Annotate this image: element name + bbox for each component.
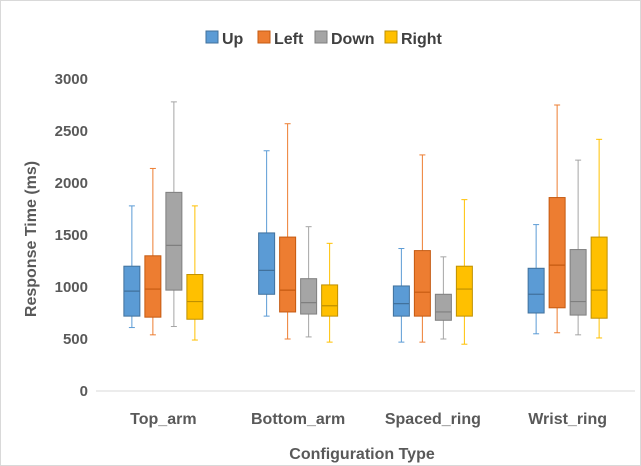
legend-swatch bbox=[384, 30, 398, 44]
x-axis: Top_arm Bottom_arm Spaced_ring Wrist_ring bbox=[130, 411, 607, 428]
legend-item-left: Left bbox=[257, 30, 304, 48]
box-body bbox=[569, 249, 587, 316]
legend-item-right: Right bbox=[384, 30, 443, 48]
legend-swatch bbox=[257, 30, 271, 44]
box-body bbox=[413, 250, 431, 317]
box-right-top_arm bbox=[186, 205, 204, 341]
box-body bbox=[321, 284, 339, 317]
legend-swatch bbox=[314, 30, 328, 44]
y-axis-title: Response Time (ms) bbox=[23, 161, 40, 317]
box-left-spaced_ring bbox=[413, 154, 431, 343]
box-right-wrist_ring bbox=[590, 138, 608, 339]
box-body bbox=[434, 293, 452, 321]
box-down-bottom_arm bbox=[300, 226, 318, 338]
box-left-wrist_ring bbox=[548, 104, 566, 334]
box-left-bottom_arm bbox=[279, 123, 297, 340]
y-tick-label: 2000 bbox=[55, 175, 88, 192]
category-label: Spaced_ring bbox=[385, 411, 481, 428]
legend: Up Left Down Right bbox=[205, 30, 443, 48]
box-body bbox=[279, 236, 297, 313]
box-body bbox=[527, 267, 545, 314]
category-label: Top_arm bbox=[130, 411, 196, 428]
y-tick-label: 0 bbox=[80, 383, 88, 400]
box-right-spaced_ring bbox=[455, 199, 473, 345]
box-down-spaced_ring bbox=[434, 256, 452, 340]
category-label: Wrist_ring bbox=[528, 411, 607, 428]
box-body bbox=[258, 232, 276, 295]
box-body bbox=[186, 274, 204, 320]
box-down-top_arm bbox=[165, 101, 183, 328]
y-tick-label: 1000 bbox=[55, 279, 88, 296]
box-left-top_arm bbox=[144, 167, 162, 336]
y-axis: 0 500 1000 1500 2000 2500 3000 bbox=[55, 71, 635, 400]
box-up-wrist_ring bbox=[527, 224, 545, 335]
y-tick-label: 3000 bbox=[55, 71, 88, 88]
legend-item-up: Up bbox=[205, 30, 244, 48]
box-body bbox=[165, 191, 183, 291]
box-body bbox=[548, 197, 566, 309]
box-up-bottom_arm bbox=[258, 150, 276, 317]
box-right-bottom_arm bbox=[321, 242, 339, 343]
box-body bbox=[144, 255, 162, 318]
legend-label: Right bbox=[401, 31, 443, 48]
box-body bbox=[590, 236, 608, 319]
x-axis-title: Configuration Type bbox=[289, 446, 435, 463]
legend-label: Left bbox=[274, 31, 304, 48]
legend-item-down: Down bbox=[314, 30, 375, 48]
box-up-spaced_ring bbox=[392, 248, 410, 343]
legend-label: Up bbox=[222, 31, 244, 48]
box-body bbox=[300, 278, 318, 315]
category-label: Bottom_arm bbox=[251, 411, 345, 428]
y-tick-label: 1500 bbox=[55, 227, 88, 244]
y-tick-label: 2500 bbox=[55, 123, 88, 140]
box-body bbox=[455, 265, 473, 317]
legend-label: Down bbox=[331, 31, 375, 48]
box-body bbox=[392, 285, 410, 317]
plot-area bbox=[123, 101, 608, 345]
box-up-top_arm bbox=[123, 205, 141, 329]
legend-swatch bbox=[205, 30, 219, 44]
y-tick-label: 500 bbox=[63, 331, 88, 348]
box-down-wrist_ring bbox=[569, 159, 587, 336]
